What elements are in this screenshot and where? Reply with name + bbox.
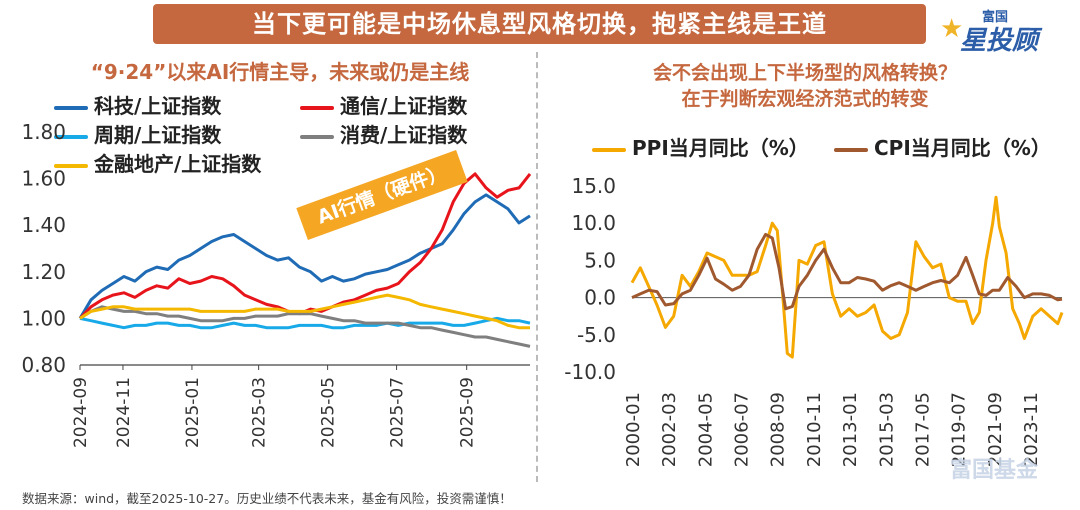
left-y-tick-label: 1.60 xyxy=(21,167,66,191)
left-y-tick-label: 1.20 xyxy=(21,260,66,284)
right-x-tick-label: 2002-03 xyxy=(659,392,680,467)
legend-swatch xyxy=(300,134,334,139)
legend-label: PPI当月同比（%） xyxy=(632,136,809,160)
right-x-tick-label: 2015-03 xyxy=(876,392,897,467)
right-y-tick-label: -10.0 xyxy=(564,360,616,384)
right-x-tick-label: 2019-07 xyxy=(949,392,970,467)
star-icon: ★ xyxy=(940,14,964,44)
legend-swatch xyxy=(300,105,334,110)
series-line-CPI当月同比（%） xyxy=(631,232,1063,311)
source-footnote: 数据来源：wind，截至2025-10-27。历史业绩不代表未来，基金有风险，投… xyxy=(22,491,512,506)
legend-label: 科技/上证指数 xyxy=(94,94,222,118)
series-line-科技/上证指数 xyxy=(78,193,531,320)
left-x-tick-label: 2025-09 xyxy=(458,377,478,448)
right-x-tick-label: 2000-01 xyxy=(623,392,644,467)
legend-item-cycle: 周期/上证指数 xyxy=(54,119,221,148)
legend-label: 通信/上证指数 xyxy=(340,94,468,118)
legend-swatch xyxy=(592,147,626,152)
left-y-tick-label: 1.00 xyxy=(21,306,66,330)
series-line-PPI当月同比（%） xyxy=(630,195,1064,359)
series-line-金融地产/上证指数 xyxy=(79,293,530,330)
right-x-tick-label: 2004-05 xyxy=(695,392,716,467)
right-chart-title: 会不会出现上下半场型的风格转换？ 在于判断宏观经济范式的转变 xyxy=(555,60,1055,112)
legend-label: 周期/上证指数 xyxy=(94,123,222,147)
left-x-tick-label: 2025-05 xyxy=(319,377,339,448)
legend-label: 金融地产/上证指数 xyxy=(94,152,262,176)
legend-item-tech: 科技/上证指数 xyxy=(54,90,221,119)
legend-label: CPI当月同比（%） xyxy=(874,136,1051,160)
right-x-tick-label: 2017-05 xyxy=(912,392,933,467)
right-y-tick-label: -5.0 xyxy=(577,323,616,347)
legend-swatch xyxy=(54,105,88,110)
left-x-tick-label: 2024-09 xyxy=(71,377,91,448)
right-x-tick-label: 2013-01 xyxy=(840,392,861,467)
left-x-tick-label: 2025-07 xyxy=(388,377,408,448)
logo-line2: 星投顾 xyxy=(960,26,1039,56)
right-y-tick-label: 15.0 xyxy=(571,174,616,198)
left-y-tick-label: 1.40 xyxy=(21,213,66,237)
series-line-消费/上证指数 xyxy=(79,305,531,348)
right-y-tick-label: 10.0 xyxy=(571,211,616,235)
left-x-tick-label: 2024-11 xyxy=(114,377,134,448)
right-chart-title-line1: 会不会出现上下半场型的风格转换？ xyxy=(652,62,957,84)
right-x-tick-label: 2010-11 xyxy=(804,392,825,467)
left-y-tick-label: 1.80 xyxy=(21,120,66,144)
legend-item-telecom: 通信/上证指数 xyxy=(300,90,467,119)
legend-swatch xyxy=(54,163,88,168)
right-chart-subtitle: 在于判断宏观经济范式的转变 xyxy=(681,88,929,110)
right-y-tick-label: 5.0 xyxy=(584,248,616,272)
series-line-周期/上证指数 xyxy=(79,316,531,330)
series-line-通信/上证指数 xyxy=(78,172,532,320)
page-banner: 当下更可能是中场休息型风格切换，抱紧主线是王道 xyxy=(153,4,926,44)
left-chart-title: “9·24”以来AI行情主导，未来或仍是主线 xyxy=(90,60,470,84)
legend-swatch xyxy=(834,147,868,152)
left-y-tick-label: 0.80 xyxy=(21,353,66,377)
right-x-tick-label: 2006-07 xyxy=(732,392,753,467)
right-x-tick-label: 2008-09 xyxy=(768,392,789,467)
watermark: 富国基金 xyxy=(950,458,1039,483)
legend-item-consumer: 消费/上证指数 xyxy=(300,119,467,148)
legend-item-finance: 金融地产/上证指数 xyxy=(54,148,261,177)
brand-logo: ★ 富国 星投顾 xyxy=(940,6,1060,56)
legend-label: 消费/上证指数 xyxy=(340,123,468,147)
left-x-tick-label: 2025-03 xyxy=(250,377,270,448)
right-x-tick-label: 2021-09 xyxy=(985,392,1006,467)
legend-item-cpi: CPI当月同比（%） xyxy=(834,132,1051,161)
legend-item-ppi: PPI当月同比（%） xyxy=(592,132,809,161)
logo-line1: 富国 xyxy=(982,10,1009,25)
left-x-tick-label: 2025-01 xyxy=(183,377,203,448)
right-x-tick-label: 2023-11 xyxy=(1021,392,1042,467)
legend-swatch xyxy=(54,134,88,139)
right-y-tick-label: 0.0 xyxy=(584,286,616,310)
panel-divider xyxy=(536,52,538,482)
